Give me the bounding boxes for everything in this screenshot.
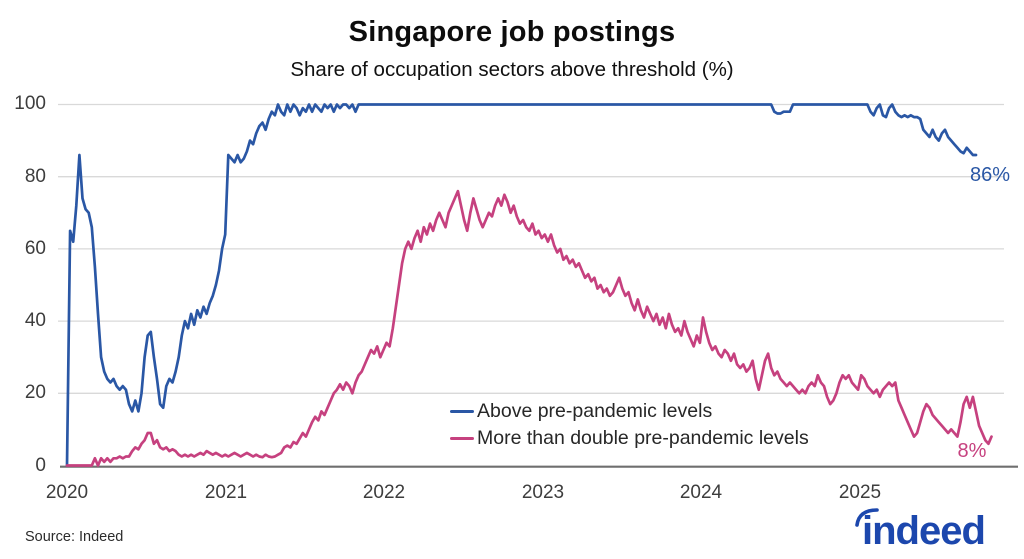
annotation-pink-end-value: 8% (957, 440, 987, 462)
x-tick-label-2024: 2024 (679, 482, 723, 503)
chart-title: Singapore job postings (348, 16, 676, 48)
legend-label: More than double pre-pandemic levels (477, 427, 809, 449)
source-note: Source: Indeed (25, 529, 124, 545)
legend-line-pink-swatch (450, 436, 474, 441)
y-tick-label-20: 20 (24, 382, 46, 403)
y-tick-label-100: 100 (14, 93, 46, 114)
annotation-blue-end-value: 86% (969, 164, 1010, 186)
legend: Above pre-pandemic levels More than doub… (450, 398, 809, 452)
x-tick-label-2025: 2025 (838, 482, 882, 503)
legend-label: Above pre-pandemic levels (477, 400, 713, 422)
y-tick-label-60: 60 (24, 238, 46, 259)
y-tick-label-0: 0 (35, 455, 46, 476)
legend-line-blue-swatch (450, 409, 474, 414)
indeed-logo: indeed (855, 508, 1018, 555)
x-tick-label-2021: 2021 (204, 482, 248, 503)
indeed-logo-wordmark: indeed (862, 509, 986, 553)
series-line-blue-above-pre-pandemic (65, 103, 978, 467)
x-tick-label-2023: 2023 (521, 482, 565, 503)
x-tick-label-2022: 2022 (362, 482, 406, 503)
y-tick-label-40: 40 (24, 310, 46, 331)
chart-subtitle: Share of occupation sectors above thresh… (290, 58, 734, 81)
legend-item-above-pre-pandemic: Above pre-pandemic levels (450, 398, 809, 425)
x-tick-label-2020: 2020 (45, 482, 89, 503)
y-tick-label-80: 80 (24, 166, 46, 187)
series-line-pink-double-pre-pandemic (65, 189, 993, 467)
indeed-logo-arc-icon (855, 508, 879, 527)
legend-item-double-pre-pandemic: More than double pre-pandemic levels (450, 425, 809, 452)
